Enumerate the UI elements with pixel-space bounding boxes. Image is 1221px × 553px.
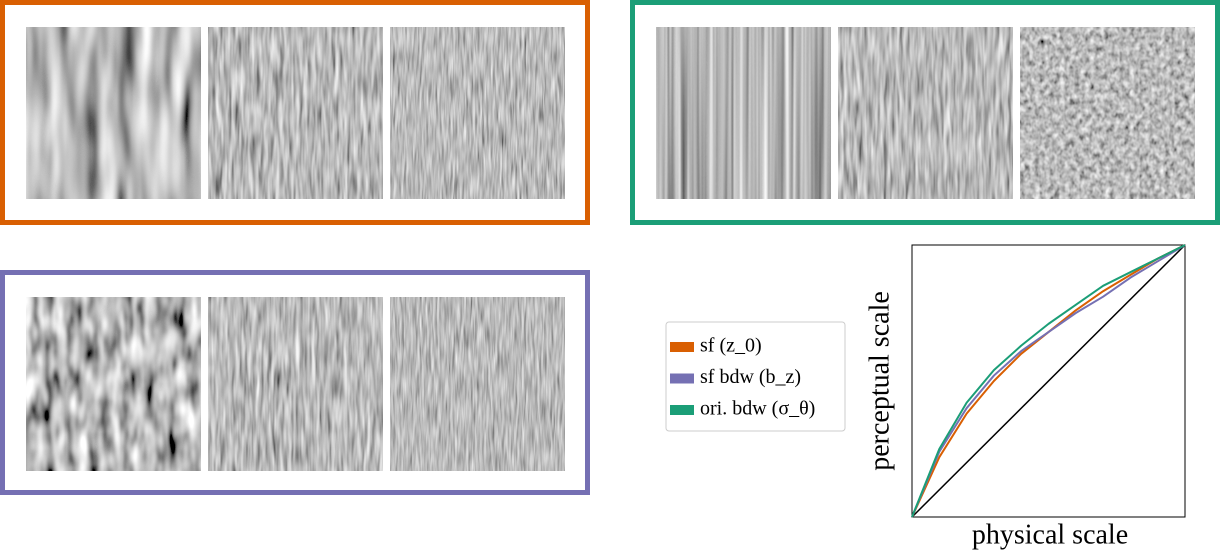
group-frame xyxy=(630,0,1220,225)
legend-label: ori. bdw (σ_θ) xyxy=(700,398,815,420)
legend xyxy=(665,321,846,432)
group-frame xyxy=(0,0,590,225)
texture xyxy=(837,26,1014,200)
series-line xyxy=(911,244,1186,518)
series-line xyxy=(911,244,1186,518)
legend-swatch xyxy=(670,373,694,384)
x-axis-label: physical scale xyxy=(972,519,1128,550)
legend-swatch xyxy=(670,342,694,352)
texture xyxy=(207,296,384,472)
texture xyxy=(1019,26,1196,200)
texture xyxy=(655,26,832,200)
legend-swatch xyxy=(670,405,694,415)
legend-label: sf bdw (b_z) xyxy=(700,366,801,388)
identity-line xyxy=(911,244,1186,518)
texture xyxy=(25,296,202,472)
y-axis-label: perceptual scale xyxy=(864,291,895,471)
legend-label: sf (z_0) xyxy=(700,335,762,357)
texture xyxy=(207,26,384,200)
texture xyxy=(389,296,566,472)
texture xyxy=(25,26,202,200)
texture xyxy=(389,26,566,200)
texture-images xyxy=(25,26,1196,472)
group-frame xyxy=(0,270,590,495)
